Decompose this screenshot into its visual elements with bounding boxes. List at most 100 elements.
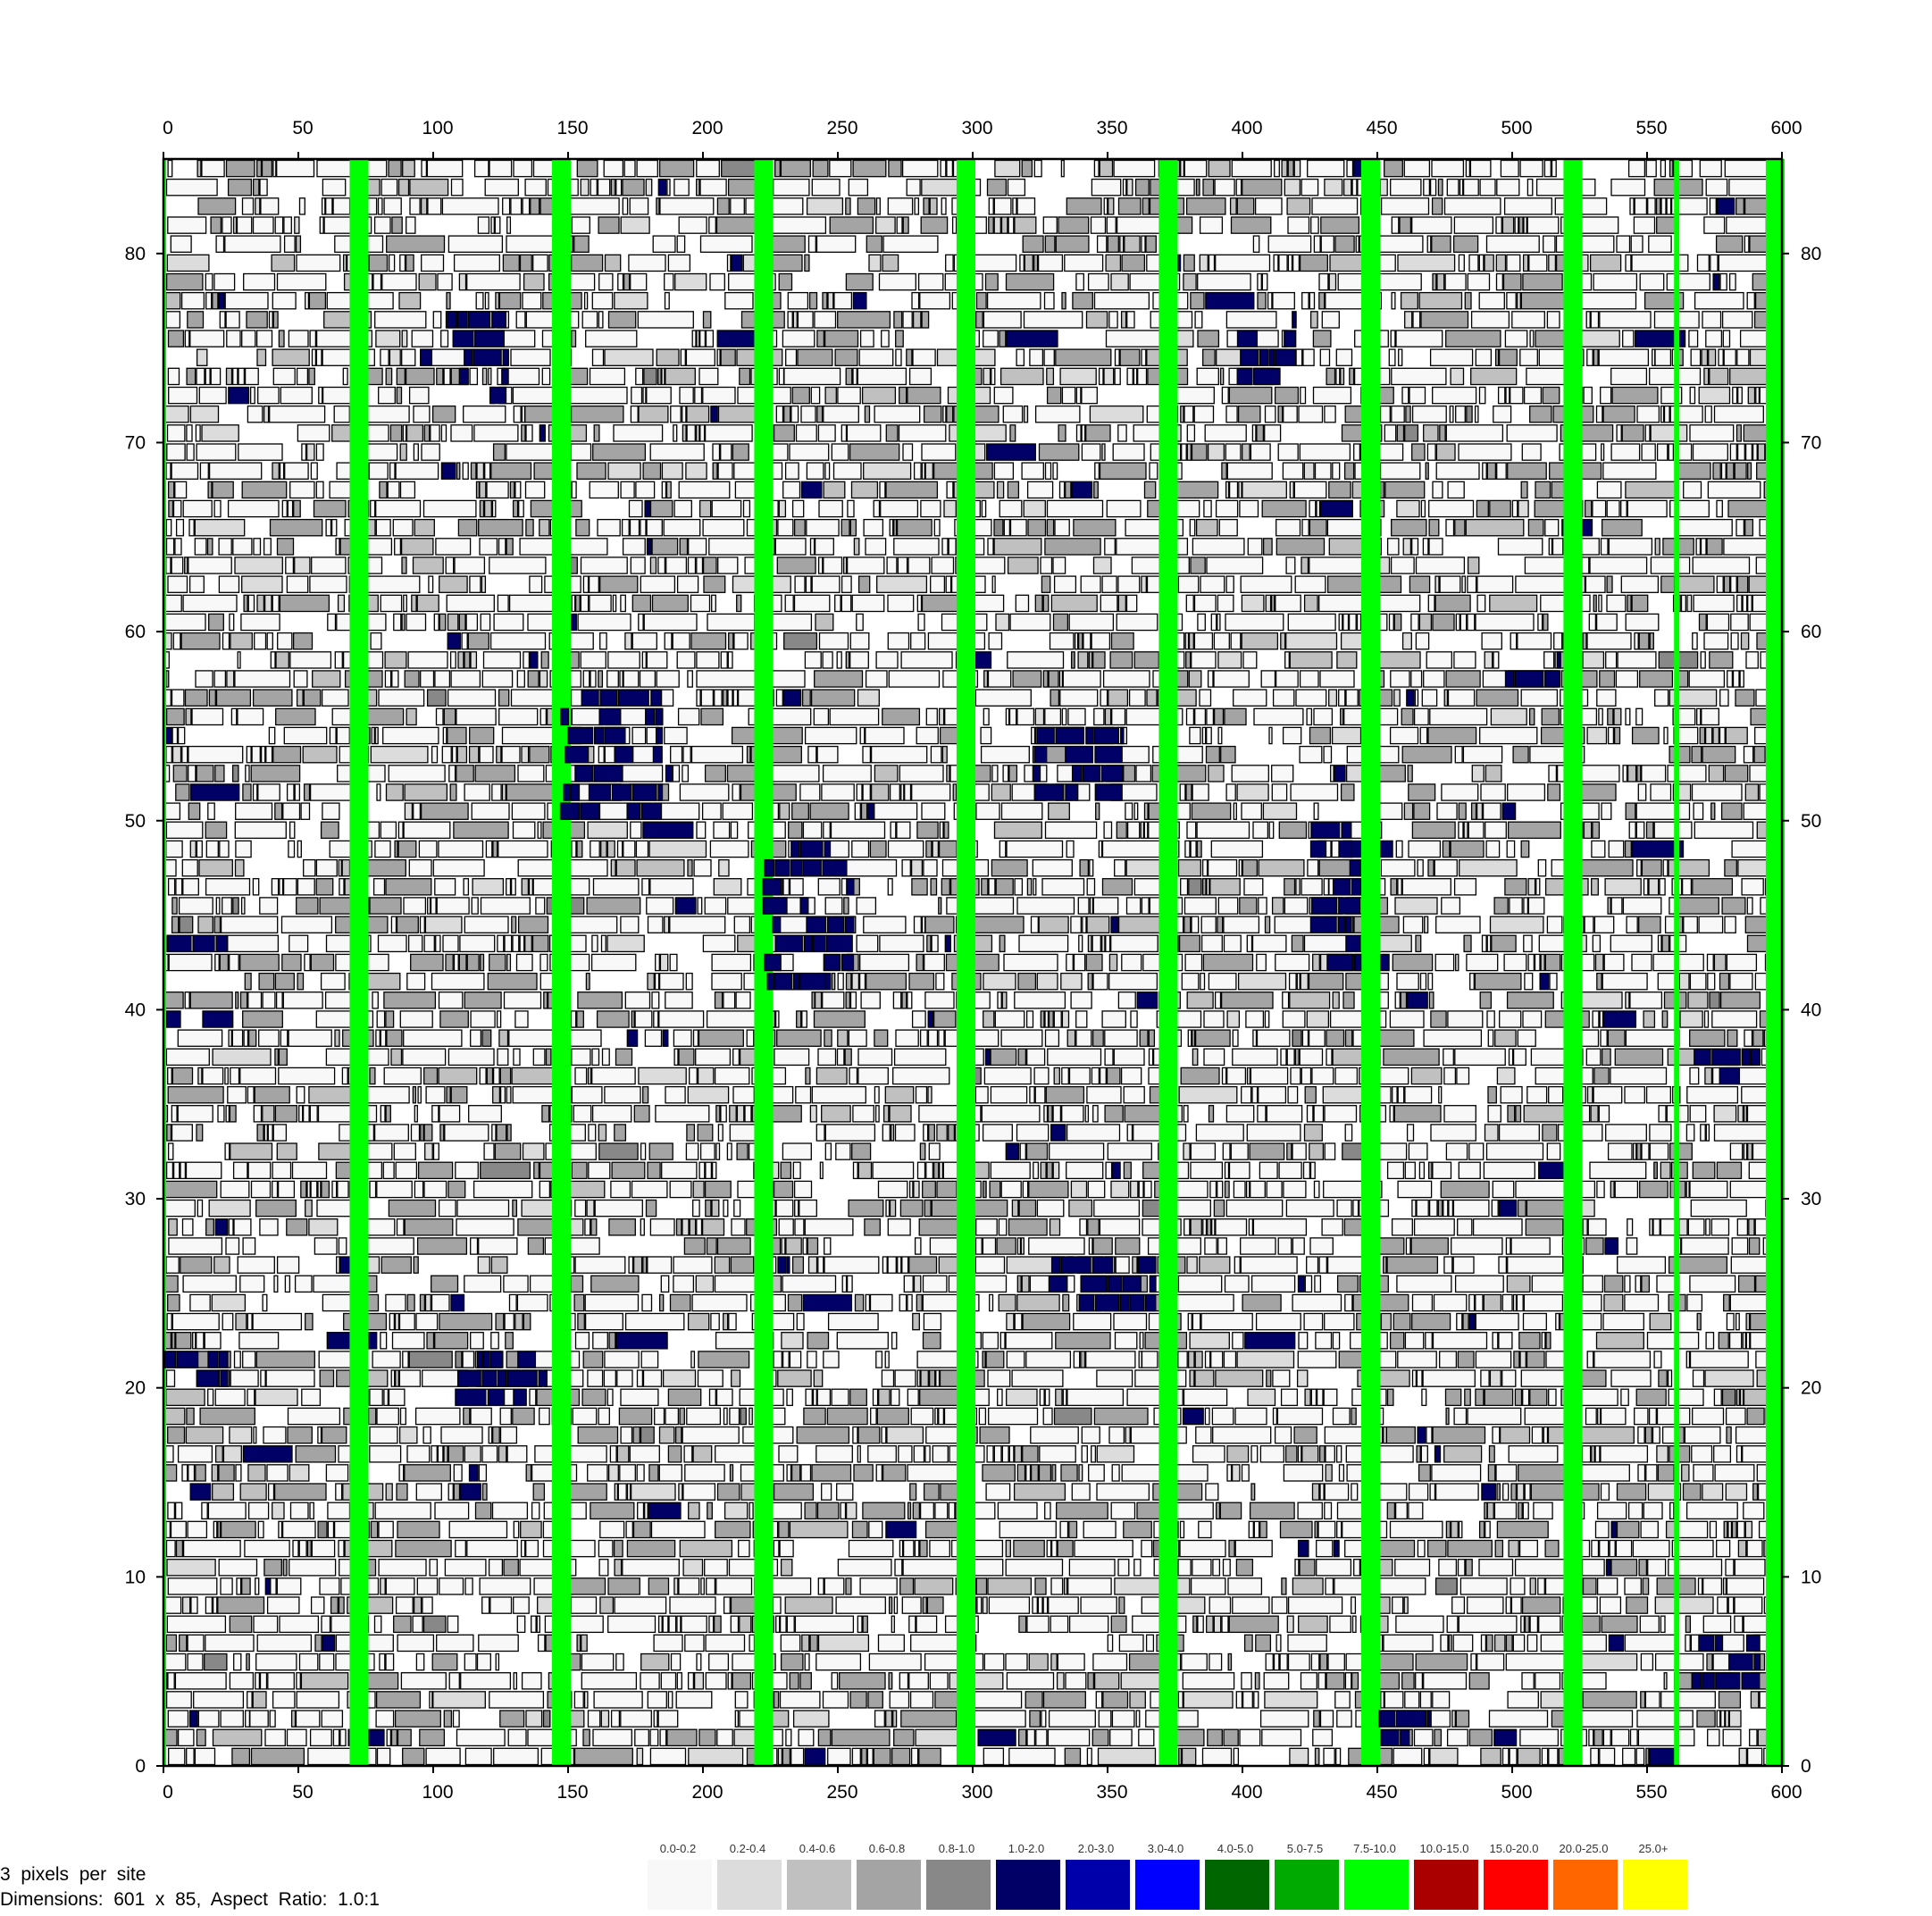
heatmap-cell [1145, 1634, 1155, 1652]
heatmap-cell [824, 897, 843, 915]
heatmap-cell [525, 1464, 532, 1482]
heatmap-cell [1416, 1369, 1423, 1387]
heatmap-cell [1482, 802, 1501, 820]
heatmap-cell [383, 991, 437, 1009]
heatmap-cell [1046, 1161, 1053, 1180]
heatmap-cell [1286, 1142, 1292, 1160]
heatmap-cell [1416, 1445, 1421, 1463]
heatmap-cell [539, 670, 548, 688]
heatmap-cell [522, 1142, 545, 1160]
heatmap-cell [1413, 1728, 1434, 1747]
heatmap-cell [933, 1161, 940, 1180]
heatmap-cell [982, 1596, 988, 1614]
heatmap-cell [926, 1596, 944, 1614]
heatmap-cell [1226, 1010, 1241, 1028]
heatmap-cell [1476, 689, 1519, 707]
heatmap-cell [673, 1048, 679, 1067]
heatmap-cell [713, 821, 731, 840]
heatmap-cell [714, 1256, 731, 1274]
heatmap-cell [1007, 651, 1065, 669]
heatmap-cell [926, 934, 932, 953]
heatmap-cell [830, 821, 886, 840]
heatmap-cell [1030, 1426, 1079, 1444]
heatmap-cell [1616, 424, 1622, 442]
heatmap-cell [983, 1652, 1005, 1671]
heatmap-cell [648, 840, 707, 858]
heatmap-cell [1653, 1161, 1659, 1180]
heatmap-cell [1401, 707, 1414, 726]
heatmap-cell [773, 1539, 780, 1558]
heatmap-cell [907, 1464, 961, 1482]
heatmap-cell [382, 726, 439, 745]
heatmap-cell [1094, 462, 1100, 480]
heatmap-cell [665, 991, 693, 1009]
heatmap-cell [1708, 765, 1725, 782]
heatmap-cell [939, 726, 958, 745]
heatmap-cell [276, 1256, 300, 1274]
heatmap-cell [728, 1312, 737, 1331]
heatmap-cell [1405, 1237, 1411, 1255]
heatmap-cell [604, 348, 654, 366]
heatmap-cell [315, 348, 322, 366]
heatmap-cell [1640, 1691, 1646, 1709]
heatmap-cell [1096, 1445, 1135, 1463]
heatmap-cell [1744, 518, 1754, 537]
heatmap-cell [1318, 858, 1355, 877]
heatmap-cell [982, 1180, 987, 1199]
heatmap-cell [591, 934, 598, 953]
heatmap-cell [1266, 1180, 1283, 1199]
heatmap-cell [171, 1332, 176, 1350]
heatmap-cell [1593, 1728, 1603, 1747]
heatmap-cell [697, 1124, 714, 1142]
heatmap-cell [443, 1710, 453, 1728]
heatmap-cell [914, 1539, 920, 1558]
heatmap-cell [423, 934, 435, 953]
heatmap-cell [1077, 897, 1090, 915]
heatmap-cell [1212, 1426, 1272, 1444]
heatmap-cell [1692, 1161, 1716, 1180]
heatmap-cell [1608, 1634, 1625, 1652]
heatmap-cell [1138, 1180, 1144, 1199]
heatmap-cell [1602, 462, 1657, 480]
heatmap-cell [1585, 1237, 1604, 1255]
heatmap-cell [480, 1161, 531, 1180]
heatmap-cell [287, 1407, 341, 1426]
heatmap-cell [321, 689, 349, 707]
heatmap-cell [196, 1332, 205, 1350]
heatmap-cell [492, 1067, 500, 1085]
heatmap-cell [782, 1142, 812, 1160]
heatmap-cell [1180, 878, 1189, 896]
heatmap-cell [165, 745, 172, 764]
heatmap-cell [773, 1351, 782, 1368]
heatmap-cell [219, 840, 230, 858]
heatmap-cell [989, 1180, 1001, 1199]
heatmap-cell [902, 1559, 961, 1577]
heatmap-cell [174, 1672, 227, 1690]
heatmap-cell [436, 897, 470, 915]
heatmap-cell [453, 953, 459, 972]
heatmap-cell [1724, 858, 1737, 877]
heatmap-cell [234, 821, 287, 840]
heatmap-cell [401, 348, 416, 366]
heatmap-cell [809, 802, 849, 820]
heatmap-cell [1143, 802, 1149, 820]
heatmap-cell [1324, 1502, 1333, 1520]
heatmap-cell [1541, 707, 1560, 726]
heatmap-cell [1101, 934, 1106, 953]
heatmap-cell [338, 1596, 345, 1614]
heatmap-cell [1016, 1124, 1050, 1142]
heatmap-cell [732, 689, 739, 707]
heatmap-cell [651, 991, 660, 1009]
heatmap-cell [777, 1369, 812, 1387]
heatmap-cell [865, 1293, 871, 1312]
heatmap-cell [214, 765, 225, 782]
heatmap-cell [1463, 934, 1472, 953]
heatmap-cell [1001, 991, 1008, 1009]
heatmap-cell [401, 613, 406, 632]
heatmap-cell [1750, 1332, 1768, 1350]
heatmap-cell [677, 707, 700, 726]
heatmap-cell [336, 1369, 351, 1387]
heatmap-cell [942, 405, 947, 423]
heatmap-cell [1450, 840, 1485, 858]
heatmap-cell [1529, 405, 1552, 423]
